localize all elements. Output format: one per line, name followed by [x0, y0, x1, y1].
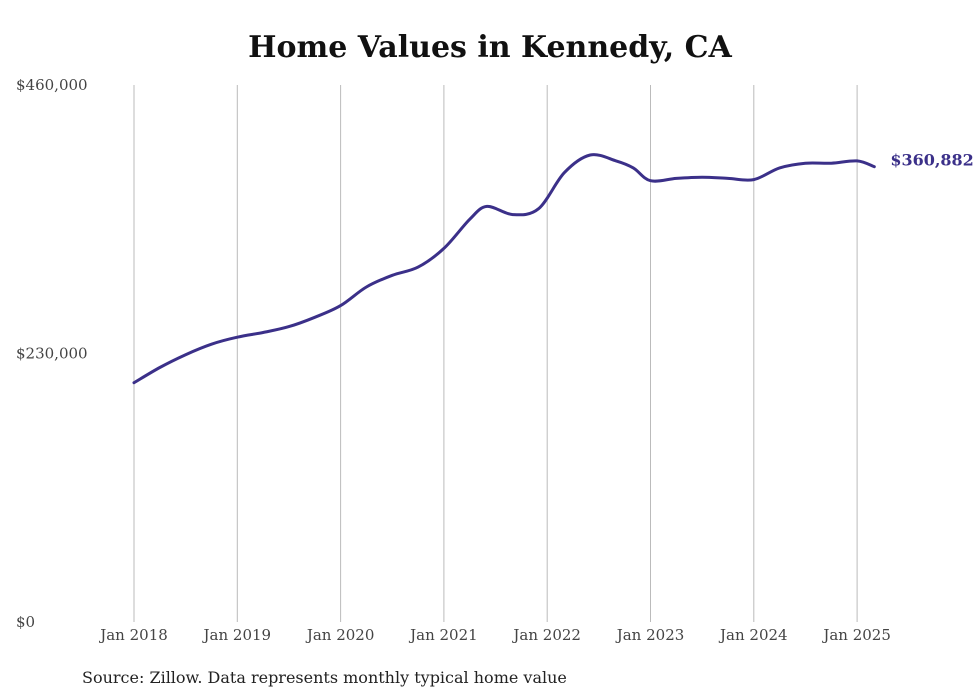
x-tick-label: Jan 2022 [511, 626, 581, 644]
x-tick-label: Jan 2023 [615, 626, 685, 644]
chart-title: Home Values in Kennedy, CA [248, 30, 732, 65]
y-tick-label: $0 [16, 613, 35, 631]
x-tick-label: Jan 2024 [718, 626, 788, 644]
y-tick-label: $460,000 [16, 76, 88, 94]
y-tick-label: $230,000 [16, 345, 88, 363]
x-tick-label: Jan 2025 [821, 626, 891, 644]
x-tick-label: Jan 2021 [408, 626, 478, 644]
y-axis-ticks: $0 $230,000 $460,000 [16, 76, 88, 631]
x-axis-ticks: Jan 2018 Jan 2019 Jan 2020 Jan 2021 Jan 2022… [98, 626, 891, 644]
grid-lines [133, 85, 858, 622]
series-line [132, 153, 876, 385]
x-tick-label: Jan 2018 [98, 626, 168, 644]
x-tick-label: Jan 2020 [305, 626, 375, 644]
end-value-label: $360,882 [890, 151, 974, 170]
x-tick-label: Jan 2019 [202, 626, 272, 644]
annotations: $360,882 [890, 151, 974, 170]
source-note: Source: Zillow. Data represents monthly … [82, 668, 567, 687]
series-layer [132, 153, 876, 385]
